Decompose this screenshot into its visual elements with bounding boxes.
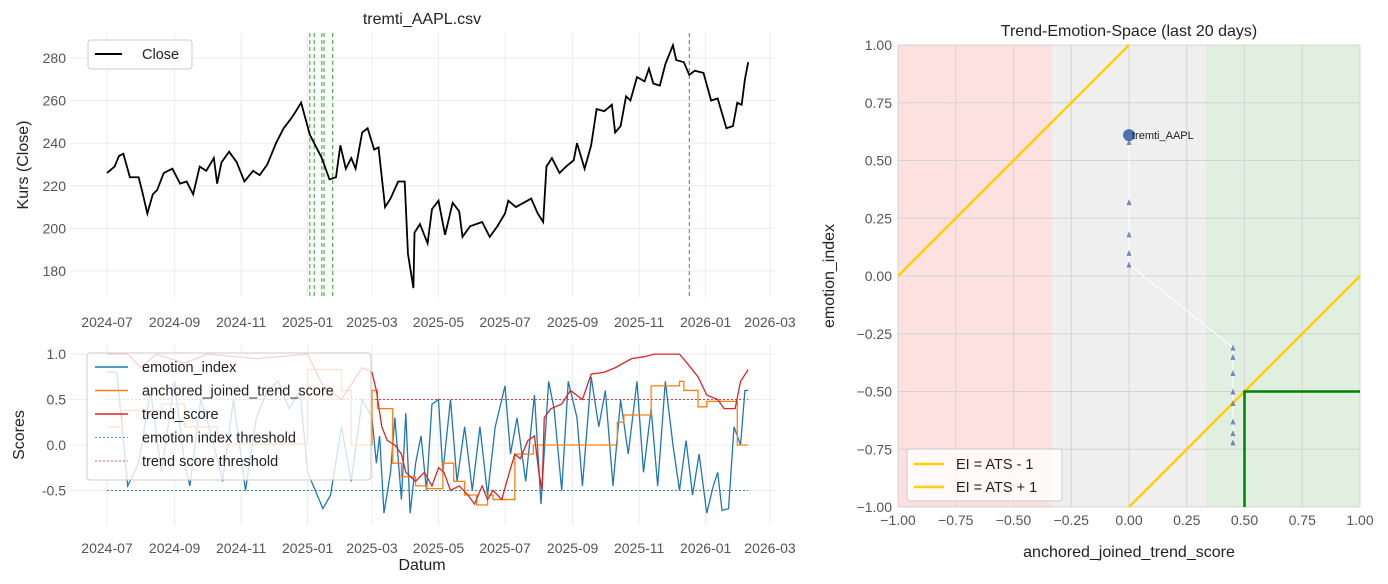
trajectory-arrow (1230, 353, 1236, 360)
y-tick-label: 0.5 (47, 392, 67, 408)
target-zone-border (1243, 390, 1360, 507)
x-tick-label: 2024-11 (216, 314, 267, 330)
y-tick-label: 280 (43, 50, 67, 66)
x-tick-label: 2026-03 (744, 540, 796, 556)
x-tick-label: 2026-01 (680, 540, 732, 556)
trajectory-arrow (1126, 199, 1132, 206)
legend-label: EI = ATS + 1 (956, 480, 1037, 496)
trajectory-arrow (1230, 388, 1236, 395)
y-tick-label: −0.50 (857, 384, 893, 400)
y-tick-label: −0.75 (857, 441, 893, 457)
legend-box (86, 352, 372, 481)
y-tick-label: 260 (43, 93, 67, 109)
x-tick-label: 2024-11 (216, 540, 267, 556)
y-tick-label: 220 (43, 178, 67, 194)
x-tick-label: 2025-03 (346, 540, 398, 556)
y-tick-label: 0.25 (865, 210, 892, 226)
reference-line (897, 44, 1130, 277)
x-tick-label: 0.00 (1115, 512, 1142, 528)
legend-label: emotion index threshold (142, 431, 296, 447)
x-tick-label: 2025-01 (282, 314, 334, 330)
y-tick-label: -0.5 (42, 482, 66, 498)
x-axis-label: anchored_joined_trend_score (1023, 544, 1235, 561)
trajectory-arrow (1126, 249, 1132, 256)
legend-label: EI = ATS - 1 (956, 457, 1034, 473)
x-tick-label: 2025-05 (413, 314, 465, 330)
point-label: tremti_AAPL (1132, 130, 1194, 142)
y-axis-label: Kurs (Close) (15, 121, 32, 210)
trajectory-arrow (1126, 139, 1132, 146)
x-tick-label: 2024-07 (81, 314, 133, 330)
y-tick-label: −1.00 (857, 499, 893, 515)
x-tick-label: 2025-09 (547, 314, 599, 330)
x-axis-label: Datum (398, 557, 445, 574)
x-tick-label: 2025-03 (346, 314, 398, 330)
legend-label: anchored_joined_trend_score (142, 384, 334, 400)
x-tick-label: 2025-11 (614, 540, 665, 556)
trajectory-arrow (1126, 261, 1132, 268)
close-line (106, 42, 750, 289)
chart-title: tremti_AAPL.csv (363, 11, 481, 28)
trajectory-arrow (1230, 418, 1236, 425)
x-tick-label: −1.00 (880, 512, 916, 528)
legend-box (87, 39, 193, 70)
legend-label: trend_score (142, 407, 219, 423)
x-tick-label: 2026-01 (680, 314, 732, 330)
y-tick-label: 0.50 (865, 153, 892, 169)
trajectory-arrow (1230, 430, 1236, 437)
legend-label: trend score threshold (142, 454, 278, 470)
chart-title: Trend-Emotion-Space (last 20 days) (1001, 23, 1257, 40)
y-tick-label: 0.00 (865, 268, 892, 284)
y-axis-label: emotion_index (821, 224, 838, 328)
trajectory-arrow (1230, 439, 1236, 446)
y-tick-label: 240 (43, 135, 67, 151)
x-tick-label: 2025-11 (614, 314, 665, 330)
x-tick-label: 0.75 (1289, 512, 1316, 528)
y-tick-label: −0.25 (857, 326, 893, 342)
y-tick-label: 180 (43, 263, 67, 279)
current-point (1123, 129, 1135, 142)
x-tick-label: −0.75 (938, 512, 974, 528)
legend-box (906, 448, 1063, 502)
y-tick-label: 0.0 (47, 437, 67, 453)
y-tick-label: 200 (43, 220, 67, 236)
y-tick-label: 0.75 (865, 95, 892, 111)
trajectory-path (1128, 135, 1234, 443)
x-tick-label: 2025-09 (547, 540, 599, 556)
legend-label-close: Close (142, 47, 179, 63)
y-axis-label: Scores (11, 410, 28, 460)
trajectory-arrow (1126, 231, 1132, 238)
x-tick-label: 1.00 (1346, 512, 1373, 528)
x-tick-label: 2025-05 (413, 540, 465, 556)
trajectory-arrow (1230, 370, 1236, 377)
x-tick-label: 0.50 (1231, 512, 1258, 528)
trajectory-arrow (1230, 400, 1236, 407)
x-tick-label: 0.25 (1173, 512, 1200, 528)
x-tick-label: 2025-01 (282, 540, 334, 556)
x-tick-label: 2024-09 (149, 314, 201, 330)
x-tick-label: 2026-03 (744, 314, 796, 330)
y-tick-label: 1.00 (865, 37, 892, 53)
x-tick-label: 2024-07 (81, 540, 133, 556)
trajectory-arrow (1230, 344, 1236, 351)
x-tick-label: 2024-09 (149, 540, 201, 556)
x-tick-label: 2025-07 (479, 540, 531, 556)
legend-label: emotion_index (142, 360, 237, 376)
x-tick-label: 2025-07 (479, 314, 531, 330)
x-tick-label: −0.50 (996, 512, 1032, 528)
y-tick-label: 1.0 (47, 346, 67, 362)
x-tick-label: −0.25 (1054, 512, 1090, 528)
